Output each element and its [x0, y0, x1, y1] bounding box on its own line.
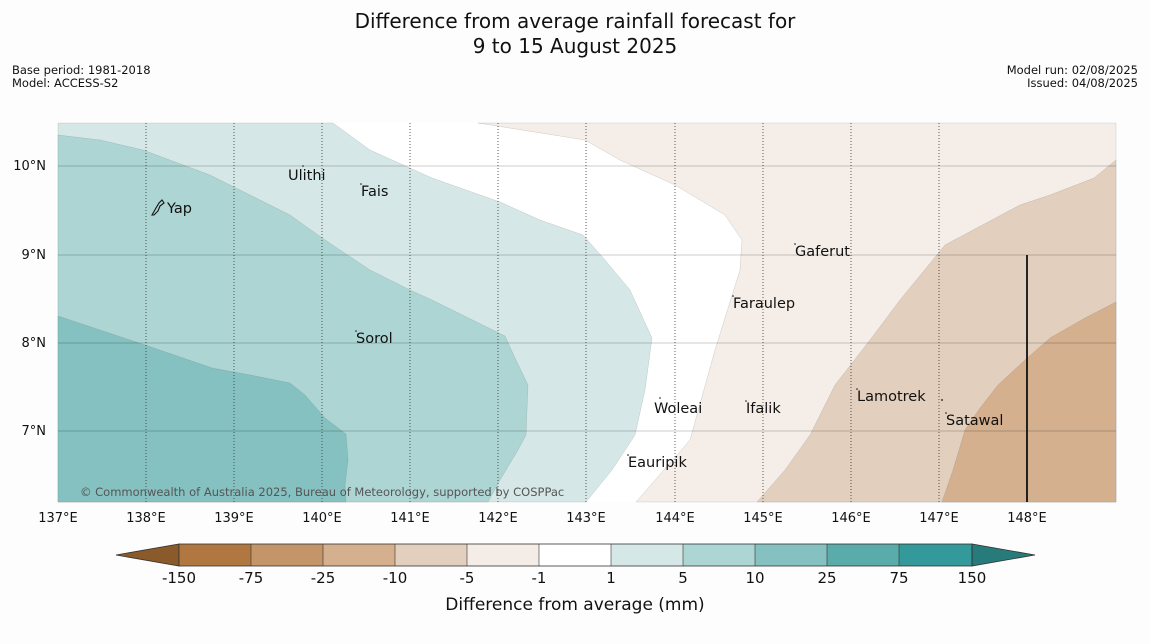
title-line-2: 9 to 15 August 2025 — [472, 34, 678, 58]
zone-10-25 — [57, 315, 349, 503]
island-labels: Ulithi Fais Yap Gaferut Faraulep Sorol W… — [166, 168, 1003, 471]
colorbar-tick: -75 — [239, 569, 264, 587]
lon-gridlines — [145, 123, 940, 502]
lon-tick-147: 147°E — [919, 511, 959, 526]
colorbar-swatch-5-10 — [683, 544, 755, 566]
lat-tick-9: 9°N — [22, 248, 47, 263]
colorbar-tick: 150 — [958, 569, 987, 587]
island-label-yap: Yap — [166, 201, 192, 217]
colorbar-dividers — [250, 544, 900, 566]
model-run: Model run: 02/08/2025 — [1006, 63, 1138, 77]
colorbar-tick: 5 — [678, 569, 688, 587]
colorbar-swatch-m25-m10 — [323, 544, 395, 566]
island-label-faraulep: Faraulep — [733, 296, 795, 312]
island-label-woleai: Woleai — [654, 401, 702, 417]
lon-tick-144: 144°E — [655, 511, 695, 526]
lon-tick-145: 145°E — [743, 511, 783, 526]
yap-island-shape — [151, 199, 165, 216]
lon-tick-140: 140°E — [302, 511, 342, 526]
colorbar-swatch-m5-m1 — [467, 544, 539, 566]
lon-tick-138: 138°E — [126, 511, 166, 526]
colorbar-tick: 10 — [745, 569, 764, 587]
colorbar-swatch-m75-m25 — [251, 544, 323, 566]
island-label-ulithi: Ulithi — [288, 168, 326, 184]
island-label-lamotrek: Lamotrek — [857, 389, 926, 405]
lon-tick-142: 142°E — [478, 511, 518, 526]
title-line-1: Difference from average rainfall forecas… — [354, 9, 796, 33]
colorbar-tick: -150 — [162, 569, 196, 587]
lat-tick-10: 10°N — [13, 159, 46, 174]
colorbar-swatch-1-5 — [611, 544, 683, 566]
lat-tick-8: 8°N — [22, 336, 47, 351]
lon-tick-148: 148°E — [1007, 511, 1047, 526]
colorbar-swatch-75-150 — [899, 544, 972, 566]
colorbar-swatch-m10-m5 — [395, 544, 467, 566]
colorbar-tick: -25 — [311, 569, 336, 587]
colorbar-label: Difference from average (mm) — [445, 595, 704, 615]
colorbar-tick: -10 — [383, 569, 408, 587]
colorbar-tick-labels: -150 -75 -25 -10 -5 -1 1 5 10 25 75 150 — [162, 569, 986, 587]
lon-tick-143: 143°E — [566, 511, 606, 526]
map-title: Difference from average rainfall forecas… — [0, 9, 1150, 59]
colorbar-tick: 25 — [817, 569, 836, 587]
map-area: Ulithi Fais Yap Gaferut Faraulep Sorol W… — [57, 122, 1117, 503]
lon-tick-146: 146°E — [831, 511, 871, 526]
island-label-ifalik: Ifalik — [746, 401, 781, 417]
colorbar-tick: 1 — [606, 569, 616, 587]
lon-tick-139: 139°E — [214, 511, 254, 526]
island-label-satawal: Satawal — [946, 413, 1003, 429]
colorbar-swatch-m150-m75 — [179, 544, 251, 566]
colorbar-extend-high — [971, 543, 1036, 567]
colorbar-outline — [178, 543, 973, 567]
colorbar-extend-low — [115, 543, 180, 567]
model-name: Model: ACCESS-S2 — [12, 76, 119, 90]
meta-right: Model run: 02/08/2025 Issued: 04/08/2025 — [1007, 64, 1138, 90]
island-label-eauripik: Eauripik — [628, 455, 687, 471]
lat-tick-labels: 7°N 8°N 9°N 10°N — [13, 159, 46, 439]
colorbar-swatch-10-25 — [755, 544, 827, 566]
island-label-gaferut: Gaferut — [795, 244, 850, 260]
issued-date: Issued: 04/08/2025 — [1027, 76, 1138, 90]
lat-tick-7: 7°N — [22, 424, 47, 439]
lon-tick-137: 137°E — [38, 511, 78, 526]
meta-left: Base period: 1981-2018 Model: ACCESS-S2 — [12, 64, 151, 90]
copyright-text: © Commonwealth of Australia 2025, Bureau… — [80, 485, 564, 499]
island-label-fais: Fais — [361, 184, 388, 200]
colorbar: -150 -75 -25 -10 -5 -1 1 5 10 25 75 150 … — [115, 543, 1036, 615]
island-label-sorol: Sorol — [356, 331, 393, 347]
colorbar-tick: -5 — [460, 569, 475, 587]
colorbar-tick: 75 — [889, 569, 908, 587]
colorbar-swatch-m1-1 — [539, 544, 611, 566]
lon-tick-141: 141°E — [390, 511, 430, 526]
lon-tick-labels: 137°E 138°E 139°E 140°E 141°E 142°E 143°… — [38, 511, 1047, 526]
colorbar-swatch-25-75 — [827, 544, 899, 566]
base-period: Base period: 1981-2018 — [12, 63, 151, 77]
colorbar-tick: -1 — [532, 569, 547, 587]
zone-minus25-minus10 — [941, 301, 1117, 503]
island-markers — [302, 165, 947, 456]
